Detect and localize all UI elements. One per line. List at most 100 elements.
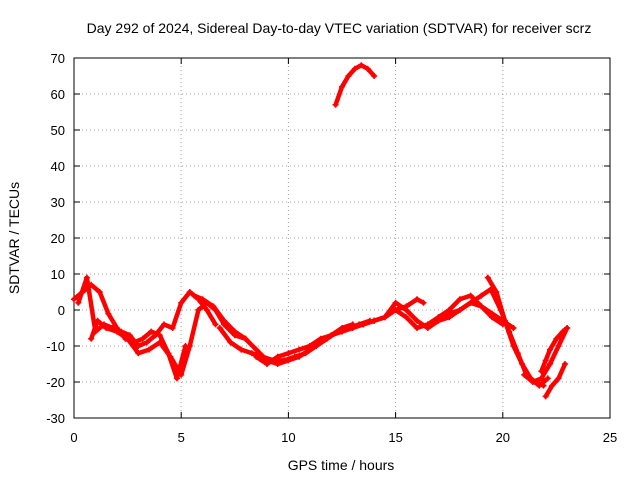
data-point bbox=[555, 343, 562, 349]
data-point bbox=[146, 346, 153, 353]
data-point bbox=[339, 328, 345, 335]
data-point bbox=[238, 346, 245, 353]
data-point bbox=[478, 303, 485, 310]
data-point bbox=[253, 353, 260, 360]
data-point bbox=[96, 289, 103, 295]
data-point bbox=[203, 307, 210, 313]
data-point bbox=[274, 353, 281, 360]
data-point bbox=[489, 289, 496, 295]
data-point bbox=[497, 307, 504, 313]
data-point bbox=[564, 325, 571, 331]
x-tick-label: 5 bbox=[178, 430, 185, 445]
data-point bbox=[227, 339, 234, 346]
satellite-track-11 bbox=[436, 293, 516, 331]
data-point bbox=[212, 321, 219, 328]
data-point bbox=[351, 65, 358, 72]
data-point bbox=[306, 343, 313, 349]
x-tick-label: 10 bbox=[281, 430, 295, 445]
satellite-track-16 bbox=[543, 361, 568, 399]
chart-title: Day 292 of 2024, Sidereal Day-to-day VTE… bbox=[87, 20, 592, 36]
data-point bbox=[546, 346, 553, 353]
data-point bbox=[420, 299, 427, 306]
data-point bbox=[285, 350, 292, 357]
data-point bbox=[169, 325, 176, 331]
data-point bbox=[231, 328, 238, 335]
data-point bbox=[221, 317, 228, 324]
y-tick-label: 10 bbox=[51, 267, 65, 282]
data-point bbox=[186, 343, 193, 349]
data-point bbox=[542, 357, 549, 364]
data-point bbox=[143, 339, 150, 346]
data-point bbox=[381, 314, 388, 321]
data-point bbox=[186, 289, 193, 295]
y-tick-label: -30 bbox=[46, 411, 65, 426]
data-point bbox=[360, 321, 367, 328]
data-point bbox=[364, 65, 371, 72]
satellite-track-4 bbox=[191, 293, 355, 367]
y-axis-label: SDTVAR / TECUs bbox=[6, 182, 22, 294]
y-tick-label: 70 bbox=[51, 51, 65, 66]
data-point bbox=[549, 382, 556, 389]
data-point bbox=[446, 307, 453, 313]
y-axis-ticks: -30 -20 -10 0 10 20 30 40 50 60 70 bbox=[46, 51, 610, 426]
data-point bbox=[424, 325, 431, 331]
data-point bbox=[542, 393, 549, 400]
data-point bbox=[173, 375, 180, 382]
data-point bbox=[339, 83, 345, 90]
data-point bbox=[317, 335, 324, 342]
y-tick-label: 0 bbox=[58, 303, 65, 318]
data-point bbox=[538, 375, 545, 382]
data-point bbox=[178, 371, 185, 378]
data-point bbox=[263, 361, 270, 367]
data-point bbox=[291, 353, 298, 360]
data-point bbox=[113, 328, 120, 335]
data-point bbox=[302, 350, 309, 357]
satellite-track-14 bbox=[521, 325, 570, 385]
data-point bbox=[358, 62, 365, 69]
data-point bbox=[544, 375, 551, 382]
data-point bbox=[88, 335, 95, 342]
grid bbox=[74, 58, 610, 418]
data-point bbox=[435, 314, 442, 321]
data-point bbox=[242, 335, 249, 342]
satellite-track-6 bbox=[253, 318, 377, 367]
data-point bbox=[296, 346, 303, 353]
y-tick-label: 40 bbox=[51, 159, 65, 174]
data-point bbox=[332, 101, 339, 108]
data-point bbox=[135, 343, 142, 349]
data-point bbox=[371, 317, 378, 324]
data-point bbox=[167, 353, 174, 360]
data-point bbox=[349, 325, 356, 331]
y-tick-label: -20 bbox=[46, 375, 65, 390]
data-point bbox=[553, 335, 560, 342]
data-point bbox=[253, 346, 260, 353]
data-point bbox=[506, 328, 513, 335]
data-point bbox=[555, 375, 562, 382]
data-point bbox=[371, 73, 378, 79]
data-point bbox=[392, 307, 399, 313]
data-point bbox=[195, 307, 202, 313]
data-point bbox=[152, 332, 159, 339]
data-point bbox=[124, 335, 131, 342]
data-point bbox=[135, 350, 142, 357]
data-point bbox=[83, 274, 90, 281]
data-point bbox=[328, 332, 335, 339]
data-point bbox=[414, 317, 421, 324]
data-point bbox=[559, 328, 566, 335]
x-tick-label: 15 bbox=[388, 430, 402, 445]
data-point bbox=[161, 321, 168, 328]
satellite-track-13 bbox=[489, 289, 546, 388]
data-point bbox=[521, 371, 528, 378]
x-tick-label: 20 bbox=[496, 430, 510, 445]
data-point bbox=[210, 303, 217, 310]
satellite-track-10 bbox=[393, 296, 426, 313]
data-point bbox=[75, 299, 82, 306]
data-point bbox=[561, 361, 568, 367]
data-point bbox=[345, 73, 352, 79]
data-point bbox=[456, 307, 463, 313]
data-point bbox=[510, 325, 517, 331]
data-point bbox=[403, 303, 410, 310]
data-point bbox=[103, 325, 110, 331]
y-tick-label: 50 bbox=[51, 123, 65, 138]
